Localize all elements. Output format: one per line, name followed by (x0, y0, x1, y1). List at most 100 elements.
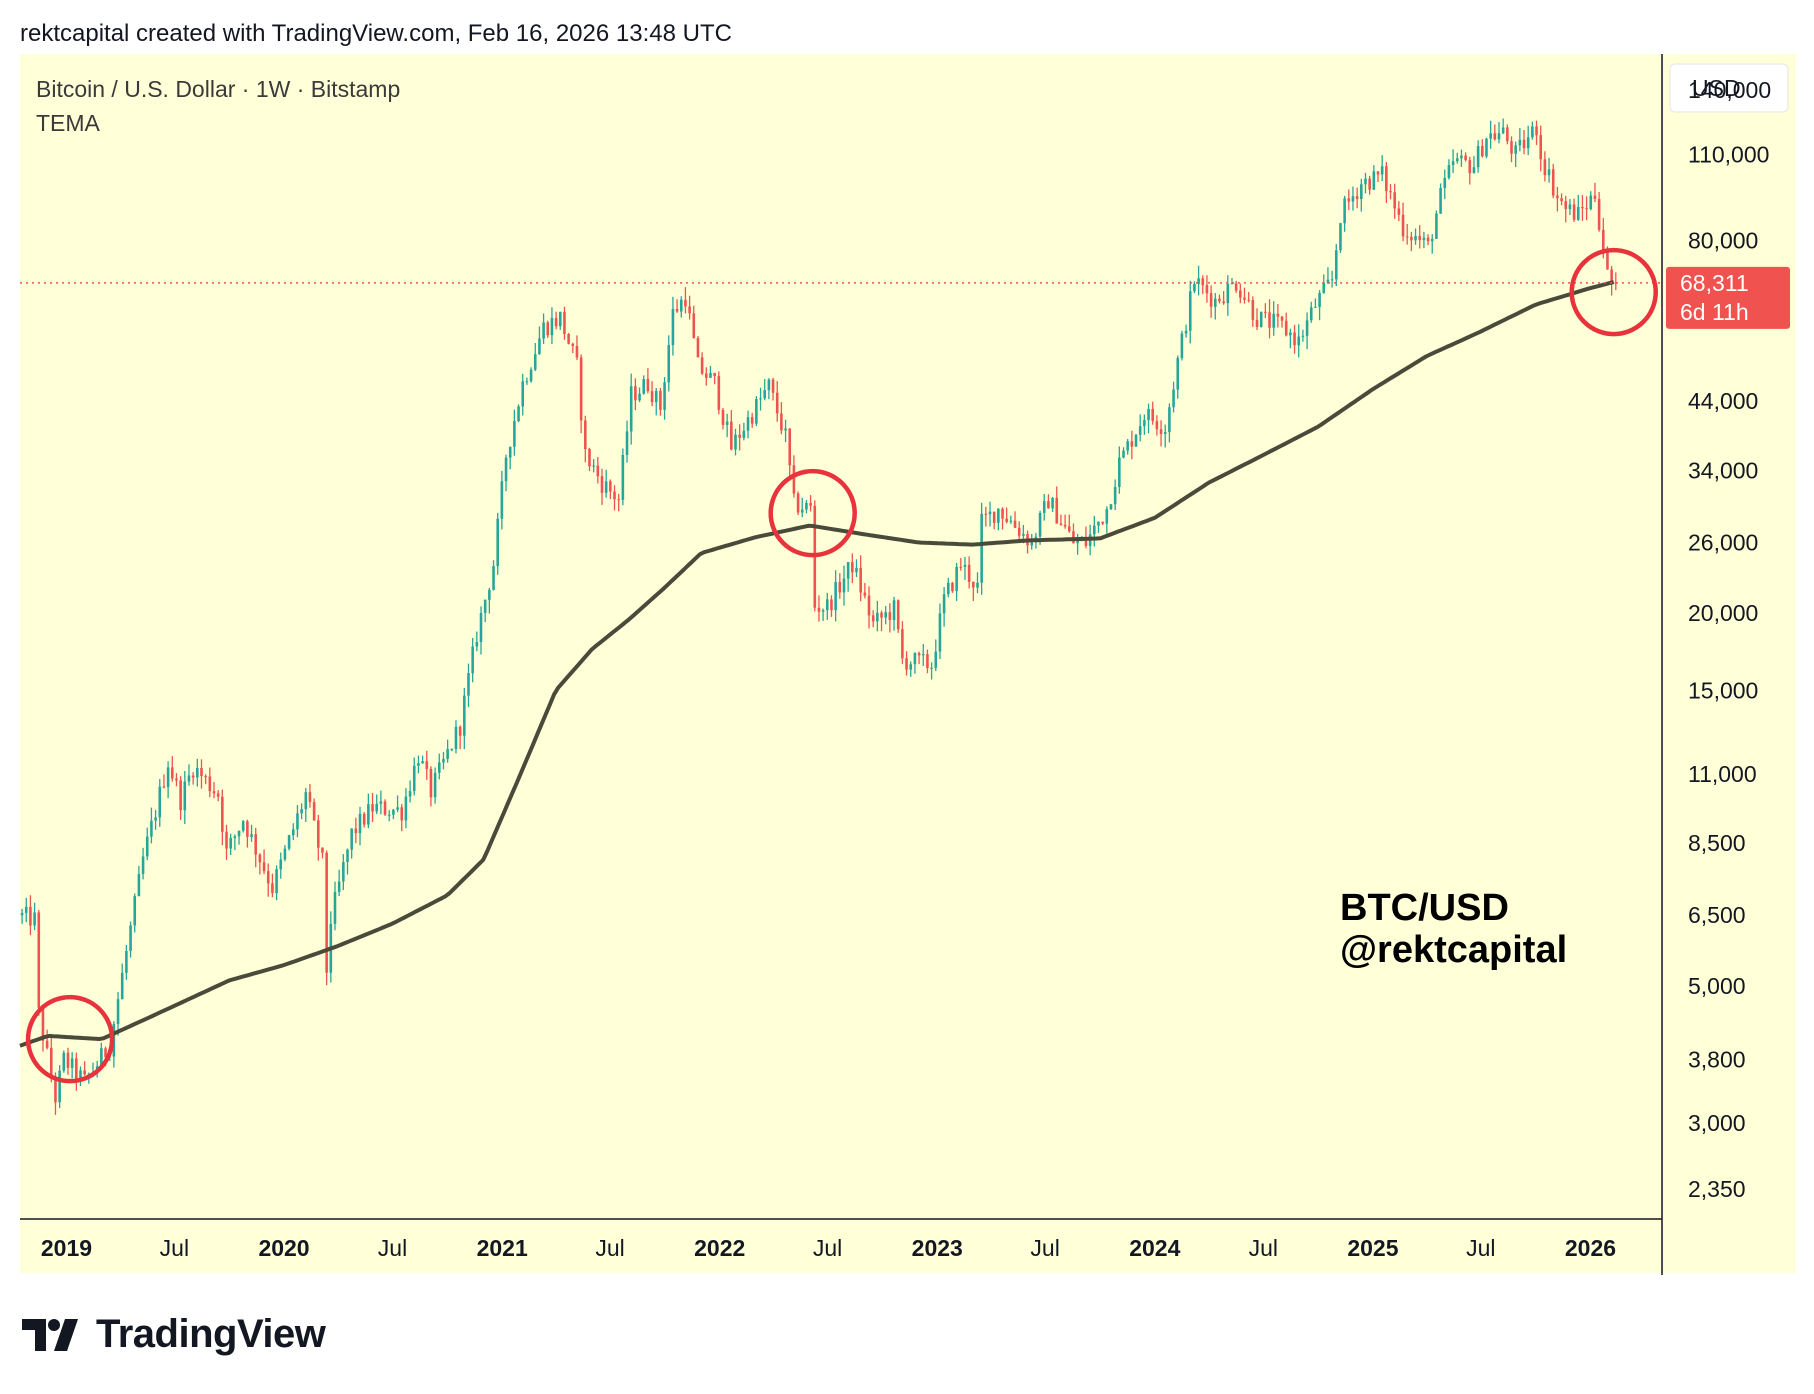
candle (617, 493, 620, 512)
candle-body (129, 925, 132, 951)
candle (1201, 275, 1205, 295)
candle-body (412, 765, 416, 792)
indicator-legend[interactable]: TEMA (36, 110, 101, 136)
candle (838, 573, 842, 599)
candle-body (266, 871, 270, 884)
candle-body (809, 502, 812, 506)
candle (425, 750, 429, 780)
candle-body (1059, 523, 1063, 525)
candle-body (1339, 223, 1342, 251)
candle-body (396, 807, 399, 810)
candle (997, 508, 1000, 531)
candle (600, 468, 604, 505)
symbol-legend[interactable]: Bitcoin / U.S. Dollar · 1W · Bitstamp (36, 76, 400, 102)
candle (554, 311, 558, 330)
candle (371, 792, 374, 823)
candle-body (429, 768, 433, 798)
candle-body (483, 599, 487, 613)
price-tick-label: 80,000 (1688, 227, 1758, 253)
candle-body (1322, 282, 1326, 293)
candle (1351, 186, 1355, 211)
price-scale-area[interactable] (1662, 54, 1796, 1273)
candle-body (104, 1048, 107, 1058)
candle-body (1205, 285, 1209, 294)
candle-body (1460, 155, 1463, 159)
candle-body (375, 803, 379, 812)
candle (588, 447, 591, 472)
candle (458, 725, 462, 750)
currency-button[interactable] (1669, 63, 1789, 113)
candle-body (1576, 206, 1580, 220)
candle-body (54, 1077, 57, 1103)
candle (980, 502, 983, 595)
candle (1184, 324, 1188, 338)
candle-body (304, 792, 308, 810)
candle-body (1364, 178, 1367, 185)
candle (1147, 403, 1150, 434)
plot-area[interactable] (20, 54, 1662, 1273)
candle-body (125, 950, 128, 973)
candle (70, 1052, 74, 1079)
candle-body (1380, 166, 1384, 175)
candle-body (1113, 487, 1117, 505)
candle (191, 772, 195, 785)
candle (880, 610, 883, 632)
candle (688, 295, 691, 320)
candle (1372, 165, 1376, 191)
candle-body (525, 381, 529, 383)
candle-body (1297, 336, 1301, 346)
highlight-circle (768, 468, 857, 558)
candle (550, 307, 554, 345)
time-tick-label: Jul (813, 1235, 842, 1261)
candle (24, 897, 28, 923)
candle-body (1355, 196, 1359, 200)
candle (1497, 121, 1501, 144)
candle-body (529, 369, 533, 382)
candle-body (471, 646, 474, 674)
candle-body (604, 481, 608, 493)
time-tick-label: Jul (595, 1235, 624, 1261)
candle (533, 343, 537, 372)
candle-body (838, 581, 842, 593)
candle-body (1255, 319, 1259, 327)
candle-body (1030, 540, 1034, 546)
time-scale-area[interactable] (20, 1219, 1662, 1273)
candle-body (1526, 137, 1530, 149)
candle (638, 387, 641, 403)
candle-body (926, 654, 929, 668)
candle (20, 908, 24, 924)
candle-body (972, 581, 975, 588)
candle (1355, 187, 1359, 209)
tradingview-brand[interactable]: TradingView (22, 1312, 326, 1357)
candle (483, 599, 487, 623)
candle (567, 332, 570, 345)
candle-body (442, 758, 445, 763)
candle-body (1547, 169, 1551, 176)
candle-body (696, 338, 700, 358)
candle-body (705, 373, 708, 378)
candle-body (734, 434, 737, 450)
candle-body (1084, 537, 1088, 546)
candle-body (241, 821, 245, 831)
candle-body (959, 566, 963, 568)
candle (1326, 267, 1330, 285)
candle-body (588, 449, 591, 467)
candle (241, 820, 245, 833)
candle-body (1393, 192, 1396, 209)
candle (1118, 446, 1121, 494)
candle (830, 595, 833, 617)
candle-body (150, 820, 153, 837)
time-tick-label: 2024 (1129, 1235, 1180, 1261)
candle-body (1581, 206, 1584, 209)
candle-body (955, 566, 958, 592)
time-tick-label: 2023 (912, 1235, 963, 1261)
candle (851, 553, 854, 584)
candle-body (225, 831, 228, 849)
candle (1314, 298, 1317, 308)
candle (1380, 155, 1384, 182)
candle-body (934, 651, 938, 668)
candle (1418, 225, 1422, 249)
candle-body (358, 813, 362, 834)
candle-body (738, 434, 741, 438)
